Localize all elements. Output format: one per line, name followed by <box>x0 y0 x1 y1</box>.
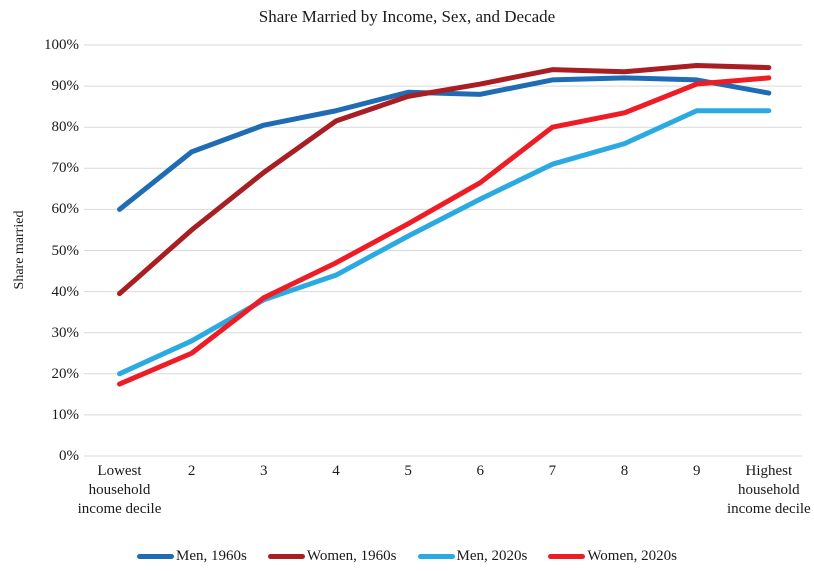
x-tick-label-4: 4 <box>332 463 340 479</box>
y-tick-label-90: 90% <box>51 78 80 95</box>
legend-swatch-women-2020s <box>548 554 586 559</box>
chart-title: Share Married by Income, Sex, and Decade <box>258 7 556 26</box>
legend: Men, 1960s Women, 1960s Men, 2020s Women, 2… <box>0 548 814 565</box>
legend-swatch-men-1960s <box>137 554 175 559</box>
series-line-men-1960s <box>117 75 772 212</box>
series-line-women-2020s <box>117 75 772 387</box>
y-tick-label-10: 10% <box>51 406 80 423</box>
x-tick-label-7: 7 <box>548 463 557 479</box>
legend-swatch-men-2020s <box>417 554 455 559</box>
y-tick-label-0: 0% <box>59 448 79 464</box>
y-tick-label-70: 70% <box>51 160 80 177</box>
legend-label-men-1960s: Men, 1960s <box>176 548 247 564</box>
x-tick-label-6: 6 <box>476 463 485 479</box>
y-tick-label-40: 40% <box>51 283 80 300</box>
series-line-women-1960s <box>117 63 772 297</box>
x-tick-label-9: 9 <box>692 463 701 479</box>
legend-label-women-2020s: Women, 2020s <box>587 548 677 564</box>
y-tick-label-30: 30% <box>51 324 80 341</box>
y-tick-label-100: 100% <box>44 37 79 53</box>
legend-swatch-women-1960s <box>267 554 305 559</box>
legend-label-men-2020s: Men, 2020s <box>456 548 528 564</box>
x-tick-label-2: 2 <box>187 463 196 479</box>
legend-item-men-1960s: Men, 1960s <box>137 548 247 565</box>
legend-item-women-2020s: Women, 2020s <box>548 548 677 565</box>
x-tick-label-10: Highest household income decile <box>726 463 811 517</box>
x-tick-label-5: 5 <box>404 463 412 479</box>
y-tick-label-60: 60% <box>51 201 80 218</box>
x-tick-label-3: 3 <box>260 463 268 479</box>
y-tick-label-20: 20% <box>51 365 80 382</box>
legend-item-women-1960s: Women, 1960s <box>267 548 397 565</box>
y-tick-label-80: 80% <box>51 119 80 136</box>
x-tick-label-8: 8 <box>620 463 629 479</box>
legend-item-men-2020s: Men, 2020s <box>417 548 528 565</box>
y-axis-title: Share married <box>12 210 27 290</box>
legend-label-women-1960s: Women, 1960s <box>306 548 397 564</box>
series-line-men-2020s <box>117 108 772 377</box>
y-tick-label-50: 50% <box>51 242 80 259</box>
x-tick-label-1: Lowest household income decile <box>77 463 162 517</box>
